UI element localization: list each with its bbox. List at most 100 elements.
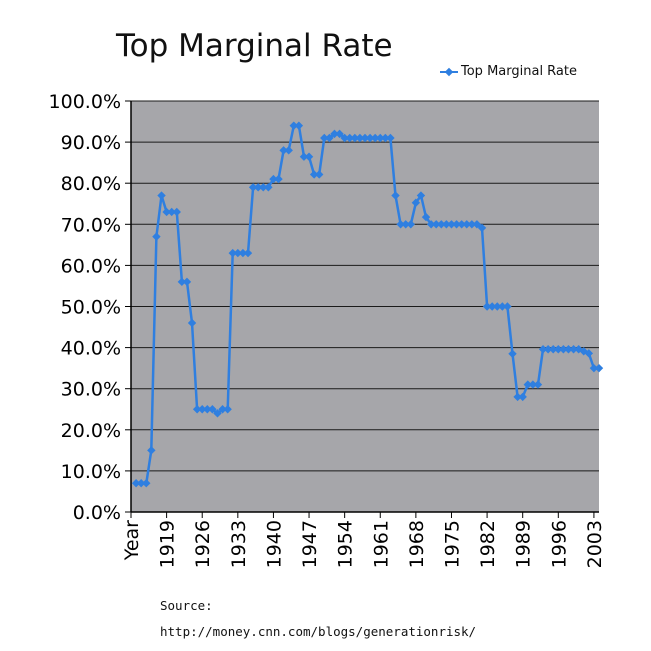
chart-title: Top Marginal Rate (116, 28, 393, 64)
data-point (589, 363, 599, 373)
data-point (218, 405, 227, 414)
data-point (370, 133, 380, 143)
data-point (508, 349, 517, 358)
data-point (477, 223, 487, 233)
data-point (498, 302, 507, 311)
data-point (259, 183, 268, 192)
x-tick-label: 1933 (228, 520, 250, 568)
y-tick-label: 50.0% (61, 297, 121, 319)
data-point (472, 220, 482, 229)
data-point (376, 133, 385, 143)
data-point (213, 409, 222, 418)
data-point (360, 133, 370, 143)
data-point (365, 133, 375, 143)
data-point (493, 302, 502, 311)
data-point (442, 220, 451, 229)
x-tick-label: 1982 (477, 520, 499, 568)
data-point (406, 220, 415, 229)
data-point (452, 220, 461, 229)
y-tick-label: 90.0% (61, 132, 121, 154)
data-point (355, 133, 365, 143)
y-tick-label: 0.0% (73, 502, 121, 524)
data-point (147, 446, 156, 455)
data-point (182, 277, 192, 287)
legend-label: Top Marginal Rate (461, 64, 577, 79)
data-point (569, 345, 578, 354)
data-point (167, 207, 176, 217)
data-point (345, 133, 354, 143)
data-point (416, 191, 426, 200)
data-point (447, 220, 456, 229)
x-tick-label: 2003 (584, 520, 606, 568)
data-point (172, 207, 181, 217)
data-point (559, 345, 568, 354)
x-tick-label: 1996 (548, 520, 570, 568)
x-tick-label: 1961 (370, 520, 392, 568)
data-point (203, 405, 212, 414)
data-point (381, 133, 390, 143)
data-point (315, 170, 324, 179)
data-point (248, 183, 258, 192)
x-tick-label: 1989 (513, 520, 535, 568)
x-tick-label: 1954 (335, 520, 357, 568)
data-point (289, 121, 298, 130)
data-point (533, 380, 543, 389)
data-point (437, 220, 446, 229)
data-point (528, 380, 538, 389)
y-tick-label: 30.0% (61, 379, 121, 401)
x-tick-label: 1968 (406, 520, 428, 568)
data-point (396, 220, 405, 229)
data-point (131, 479, 141, 488)
y-tick-label: 10.0% (61, 461, 121, 483)
data-point (487, 302, 497, 311)
data-point (467, 220, 477, 229)
y-tick-label: 60.0% (61, 255, 121, 277)
data-point (513, 392, 522, 402)
data-point (584, 349, 594, 358)
data-point (401, 220, 410, 229)
x-tick-label: 1940 (263, 520, 285, 568)
data-point (462, 220, 471, 229)
data-point (432, 220, 441, 229)
data-point (136, 479, 146, 488)
data-point (426, 220, 436, 229)
data-point (543, 345, 553, 354)
data-point (157, 191, 166, 200)
data-point (294, 121, 304, 130)
data-point (523, 380, 532, 389)
data-point (554, 345, 563, 354)
data-point (538, 345, 548, 354)
data-point (142, 479, 151, 488)
data-point (340, 133, 349, 143)
legend-swatch (440, 67, 458, 77)
data-point (320, 133, 329, 143)
x-tick-label: 1926 (192, 520, 214, 568)
source-label: Source: (160, 598, 213, 613)
y-tick-label: 20.0% (61, 420, 121, 442)
data-point (208, 405, 217, 414)
data-point (503, 302, 512, 311)
legend: Top Marginal Rate (440, 64, 577, 79)
y-tick-label: 80.0% (61, 173, 121, 195)
data-point (482, 302, 492, 311)
data-point (391, 191, 400, 200)
x-tick-label: 1975 (441, 520, 463, 568)
data-point (309, 170, 319, 179)
y-tick-label: 40.0% (61, 338, 121, 360)
y-tick-label: 70.0% (61, 214, 121, 236)
data-point (299, 152, 309, 161)
data-point (253, 183, 263, 192)
data-point (549, 345, 558, 354)
data-point (192, 405, 202, 414)
data-point (162, 207, 171, 217)
data-point (421, 212, 431, 222)
data-point (198, 405, 207, 414)
data-point (325, 133, 334, 143)
data-point (223, 405, 232, 414)
data-point (152, 232, 161, 241)
data-point (269, 174, 278, 184)
x-tick-label: Year (121, 520, 143, 561)
source-url: http://money.cnn.com/blogs/generationris… (160, 624, 477, 639)
